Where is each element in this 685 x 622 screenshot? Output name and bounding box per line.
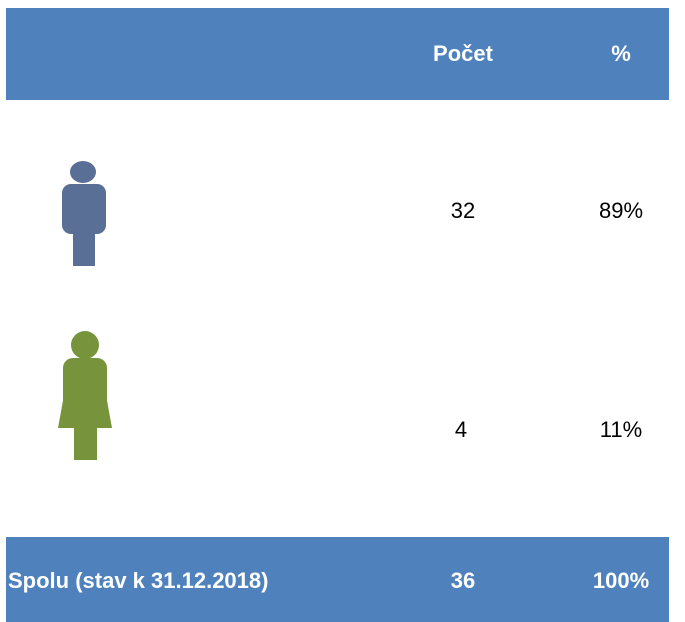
header-bar: Počet %: [6, 8, 669, 100]
footer-bar: Spolu (stav k 31.12.2018) 36 100%: [6, 537, 669, 622]
footer-label: Spolu (stav k 31.12.2018): [8, 568, 269, 593]
footer-percent: 100%: [592, 568, 650, 593]
male-icon: [62, 161, 106, 266]
female-icon: [58, 331, 112, 460]
row-count: 32: [450, 198, 476, 223]
header-count: Počet: [433, 41, 493, 66]
footer-count: 36: [450, 568, 476, 593]
header-percent: %: [611, 41, 631, 66]
row-percent: 11%: [599, 417, 643, 442]
row-percent: 89%: [598, 198, 644, 223]
row-count: 4: [454, 417, 468, 442]
